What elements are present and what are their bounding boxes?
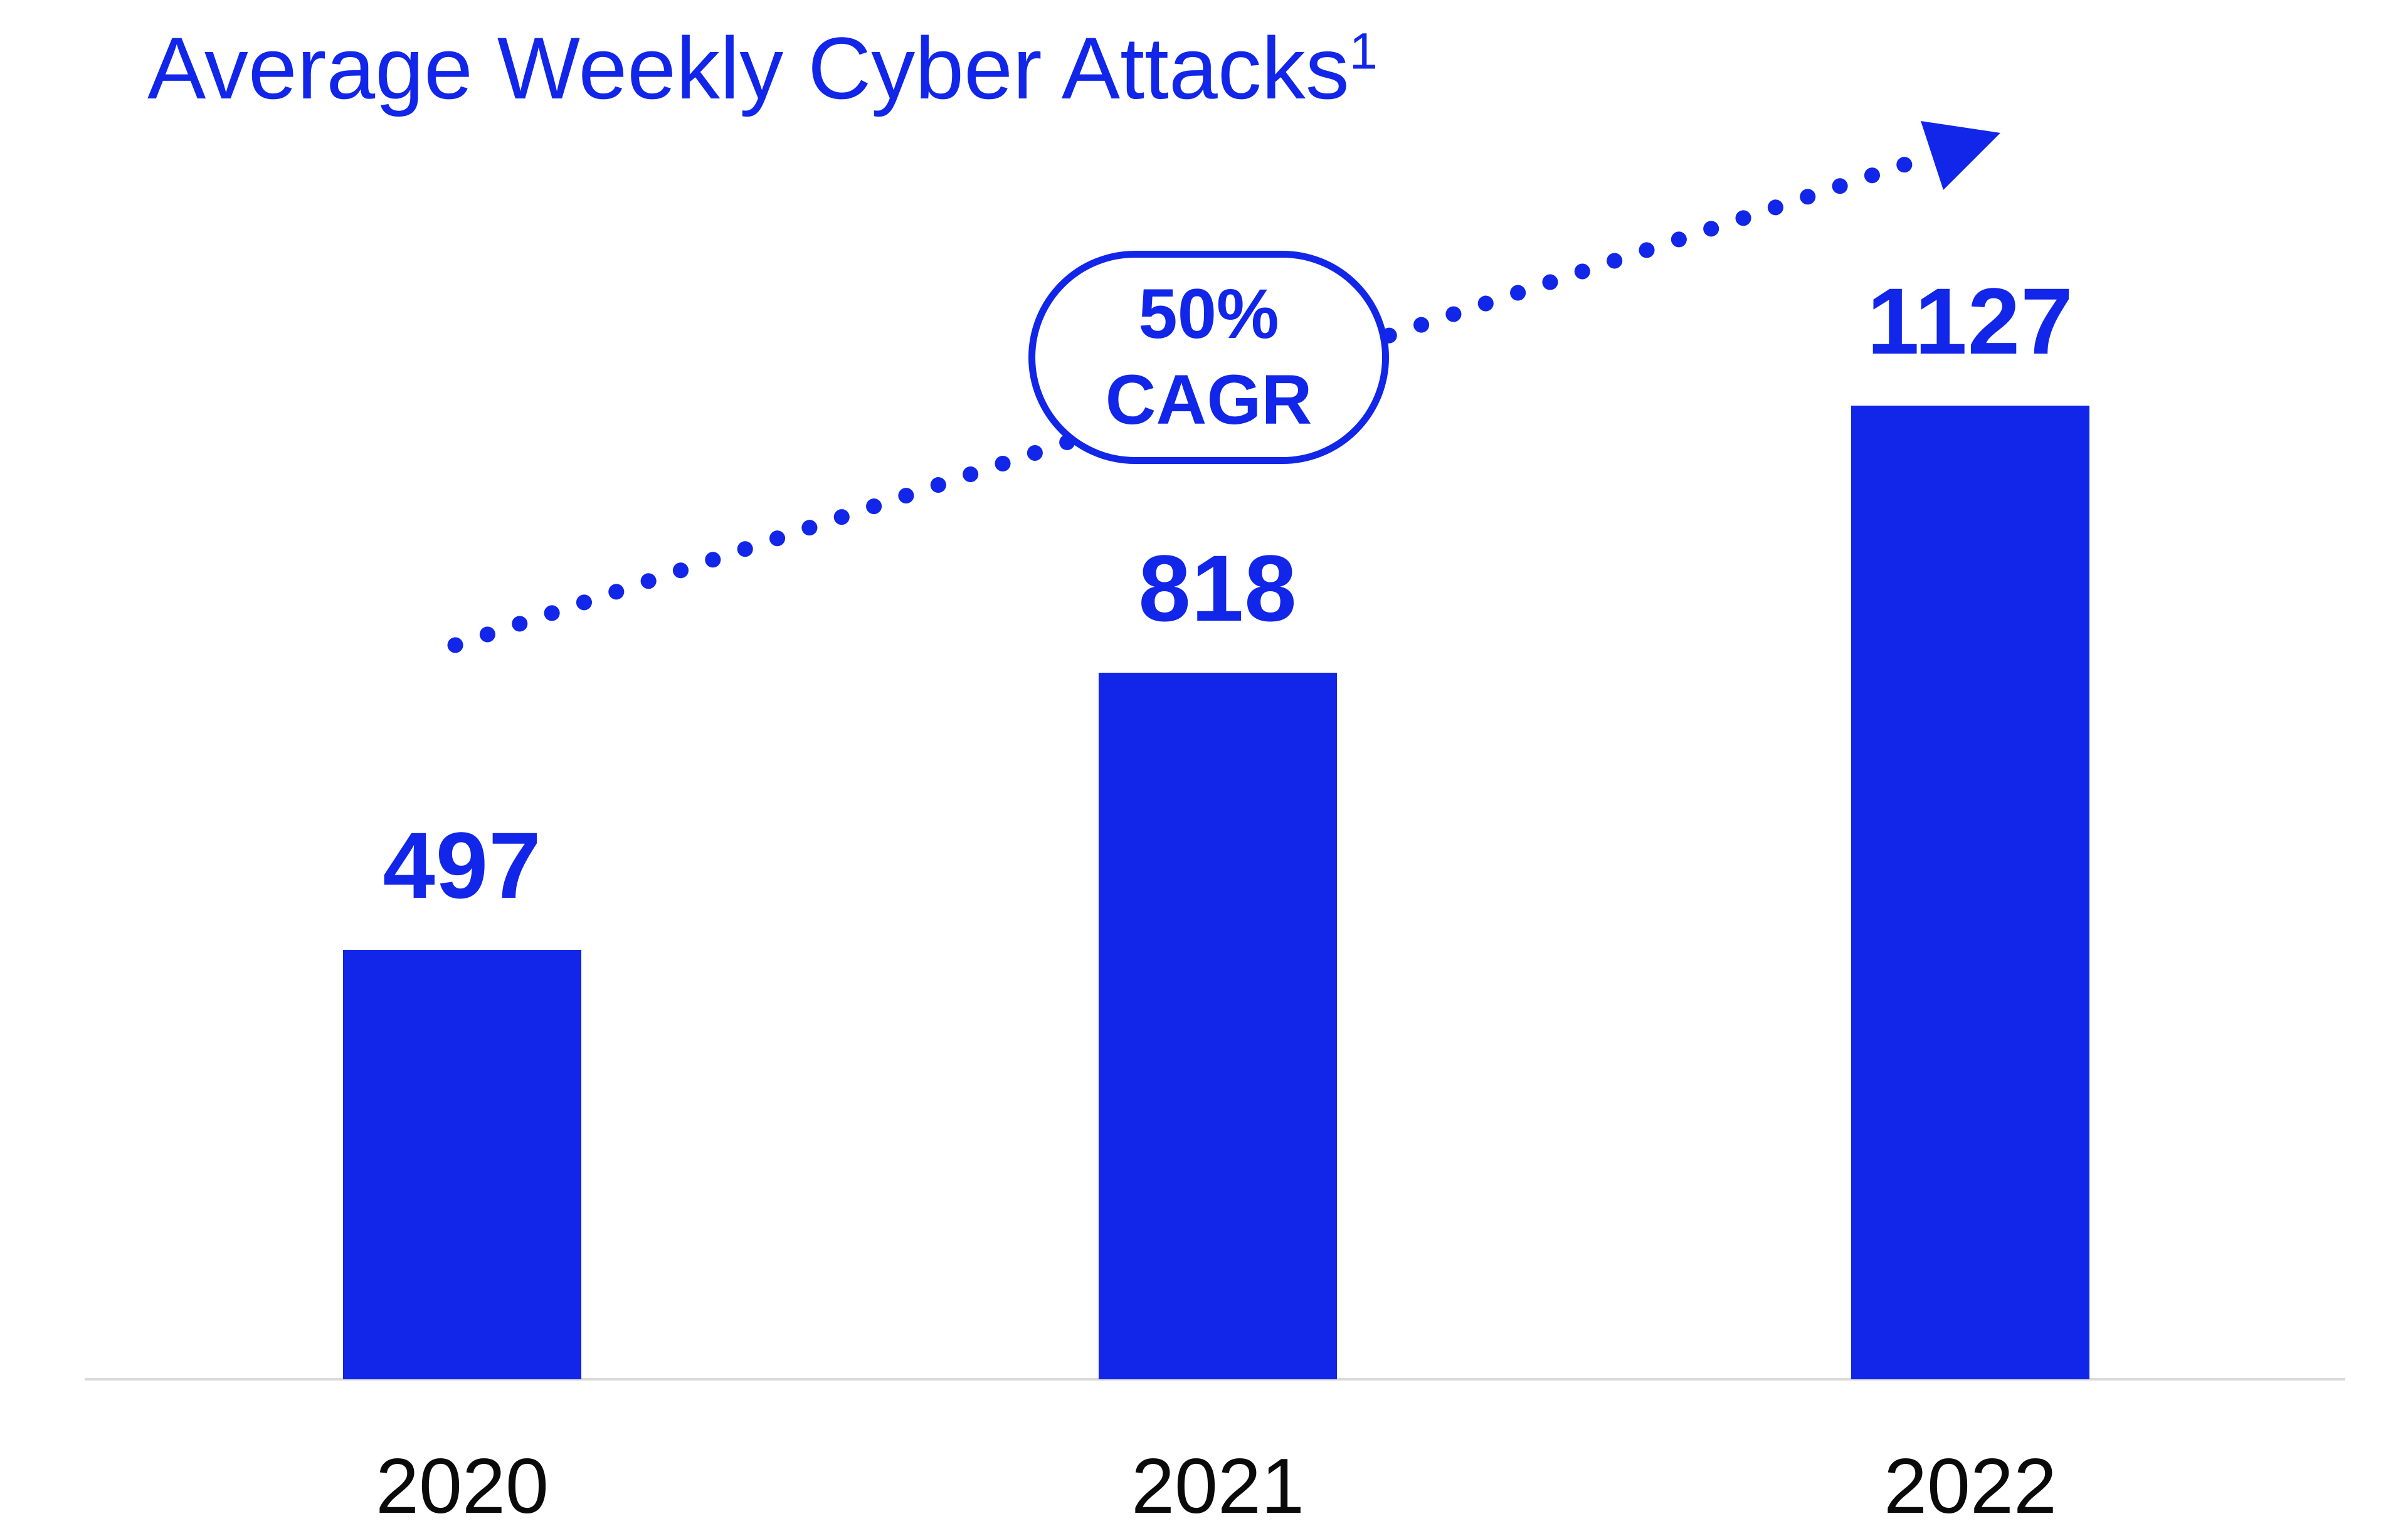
chart-title: Average Weekly Cyber Attacks1 <box>147 18 1378 118</box>
bar <box>1851 406 2089 1379</box>
chart-title-footnote-marker: 1 <box>1349 23 1378 80</box>
bar-value-label: 497 <box>383 813 542 918</box>
x-axis-tick-label: 2020 <box>376 1443 549 1530</box>
bar <box>1099 673 1337 1379</box>
x-axis-line <box>85 1378 2345 1381</box>
bar-group: 497 2020 <box>287 811 638 1530</box>
cagr-badge-value: 50% <box>1138 275 1279 354</box>
bar <box>343 950 581 1379</box>
x-axis-tick-label: 2022 <box>1884 1443 2057 1530</box>
cagr-badge-label: CAGR <box>1105 360 1312 439</box>
x-axis-tick-label: 2021 <box>1131 1443 1304 1530</box>
cagr-badge: 50% CAGR <box>1028 251 1389 464</box>
chart-title-text: Average Weekly Cyber Attacks <box>147 19 1349 117</box>
bar-value-label: 1127 <box>1867 268 2074 374</box>
bar-value-label: 818 <box>1138 535 1297 641</box>
bar-group: 818 2021 <box>1042 534 1393 1530</box>
bar-group: 1127 2022 <box>1795 267 2146 1530</box>
